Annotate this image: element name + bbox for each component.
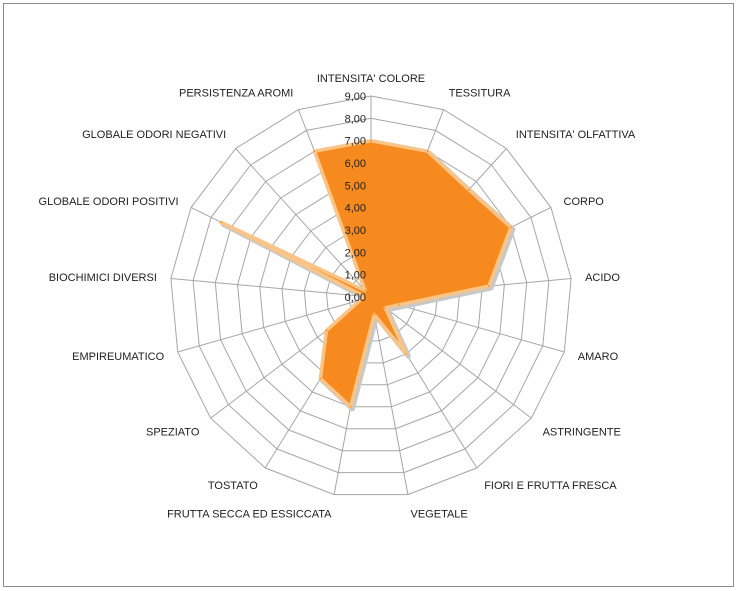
tick-label: 7,00: [345, 136, 366, 148]
axis-label: ACIDO: [585, 272, 620, 284]
data-point: [426, 150, 429, 152]
radar-series: [219, 138, 516, 412]
tick-label: 2,00: [345, 247, 366, 259]
data-point: [359, 299, 362, 301]
grid-spoke: [235, 148, 372, 298]
tick-label: 1,00: [345, 270, 366, 282]
series-area: [219, 138, 513, 409]
axis-label: FRUTTA SECCA ED ESSICCATA: [167, 508, 332, 520]
radar-axis-labels: INTENSITA' COLORE TESSITURA INTENSITA' OLF…: [39, 73, 636, 520]
tick-label: 0,00: [345, 292, 366, 304]
axis-label: INTENSITA' COLORE: [317, 73, 425, 85]
data-point: [363, 295, 366, 298]
axis-label: VEGETALE: [411, 508, 468, 520]
axis-label: TOSTATO: [208, 480, 258, 492]
axis-label: CORPO: [564, 196, 605, 208]
grid-spoke: [370, 296, 532, 419]
axis-label: AMARO: [578, 351, 619, 363]
grid-ring: [192, 117, 550, 474]
data-point: [384, 307, 387, 309]
axis-label: GLOBALE ODORI NEGATIVI: [82, 129, 226, 141]
axis-label: ASTRINGENTE: [543, 427, 621, 439]
data-point: [370, 139, 372, 142]
tick-label: 8,00: [345, 113, 366, 125]
grid-spoke: [370, 296, 409, 495]
data-point: [220, 221, 222, 224]
axis-label: FIORI E FRUTTA FRESCA: [484, 480, 617, 492]
tick-label: 3,00: [345, 225, 366, 237]
axis-label: SPEZIATO: [146, 427, 200, 439]
tick-label: 5,00: [345, 180, 366, 192]
tick-label: 9,00: [345, 91, 366, 103]
axis-label: GLOBALE ODORI POSITIVI: [39, 196, 179, 208]
grid-spoke: [177, 296, 372, 353]
tick-label: 4,00: [345, 203, 366, 215]
data-point: [405, 353, 408, 355]
radar-tick-labels: 0,00 1,00 2,00 3,00 4,00 5,00 6,00 7,00 8,00 9,00: [345, 91, 366, 304]
data-point: [510, 226, 512, 229]
data-point: [398, 304, 400, 306]
grid-ring: [170, 95, 572, 496]
data-point: [319, 377, 322, 380]
data-point: [373, 313, 376, 316]
data-point: [468, 188, 470, 191]
tick-label: 6,00: [345, 158, 366, 170]
data-point: [349, 406, 352, 408]
axis-label: BIOCHIMICI DIVERSI: [49, 272, 157, 284]
axis-label: EMPIREUMATICO: [72, 351, 165, 363]
data-point: [313, 150, 316, 152]
axis-label: PERSISTENZA AROMI: [179, 88, 293, 100]
axis-label: INTENSITA' OLFATTIVA: [516, 129, 636, 141]
grid-spoke: [170, 278, 372, 298]
axis-label: TESSITURA: [449, 88, 511, 100]
data-point: [325, 329, 328, 332]
data-point: [488, 285, 490, 287]
data-point: [364, 289, 366, 292]
